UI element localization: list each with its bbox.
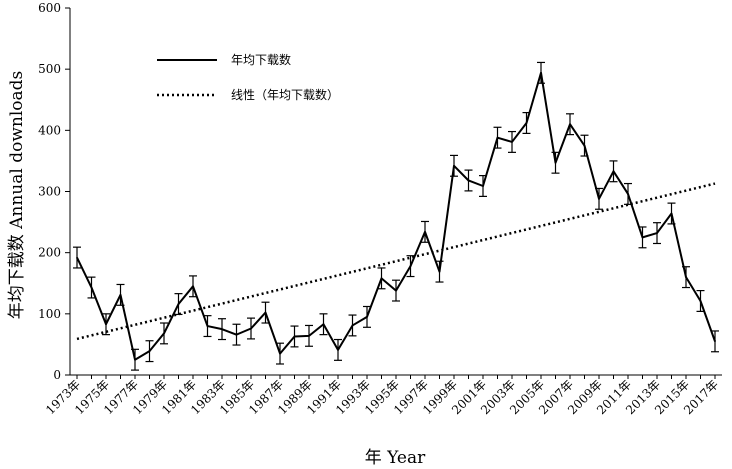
data-point	[163, 332, 165, 335]
y-tick-label: 0	[53, 368, 61, 382]
data-point	[554, 161, 557, 164]
data-point	[525, 122, 528, 124]
data-point	[119, 294, 122, 296]
data-point	[482, 185, 484, 187]
data-point	[279, 352, 281, 355]
data-point	[105, 323, 107, 326]
y-tick-label: 400	[38, 123, 61, 137]
data-point	[90, 286, 93, 289]
series-line	[76, 71, 716, 361]
legend-label-series: 年均下载数	[231, 52, 291, 67]
data-point	[308, 335, 310, 337]
data-point	[380, 277, 383, 280]
data-point	[656, 232, 658, 234]
data-point	[76, 256, 78, 259]
data-point	[670, 212, 673, 215]
legend-label-trendline: 线性（年均下载数）	[231, 87, 339, 102]
data-point	[250, 327, 252, 330]
data-point	[496, 136, 499, 139]
data-point	[583, 144, 586, 147]
data-point	[714, 340, 716, 343]
data-point	[221, 328, 223, 330]
data-point	[685, 276, 687, 278]
data-point	[641, 236, 644, 239]
data-point	[192, 285, 194, 288]
data-point	[134, 358, 136, 361]
data-point	[612, 170, 615, 173]
x-axis-title: 年 Year	[365, 448, 426, 468]
data-point	[424, 231, 426, 233]
y-axis-ticks: 0 100 200 300 400 500 600	[38, 1, 70, 382]
y-tick-label: 600	[38, 1, 61, 15]
data-point	[206, 325, 209, 327]
data-point	[453, 165, 455, 167]
data-point	[177, 303, 180, 305]
data-point	[627, 193, 629, 195]
y-tick-label: 100	[38, 307, 61, 321]
data-point	[322, 323, 325, 326]
data-point	[293, 335, 296, 338]
data-point	[467, 179, 470, 182]
data-point	[337, 349, 339, 351]
data-point	[409, 265, 412, 267]
y-tick-label: 300	[38, 185, 61, 199]
data-point	[569, 123, 571, 126]
data-point	[235, 333, 238, 336]
legend: 年均下载数 线性（年均下载数）	[157, 52, 339, 102]
data-point	[264, 311, 267, 314]
data-point	[366, 316, 368, 318]
error-bars-layer	[73, 61, 719, 371]
data-point	[395, 289, 397, 292]
data-point	[511, 141, 513, 143]
data-point	[351, 324, 354, 327]
data-line-layer	[76, 71, 716, 361]
x-axis-ticks: 1973年1975年1977年1979年1981年1983年1985年1987年…	[43, 375, 721, 417]
data-point	[438, 270, 441, 273]
data-point	[148, 350, 151, 352]
y-axis-title: 年均下载数 Annual downloads	[7, 71, 27, 320]
y-tick-label: 200	[38, 246, 61, 260]
y-tick-label: 500	[38, 62, 61, 76]
data-point	[699, 300, 702, 302]
data-point	[598, 198, 600, 200]
data-point	[540, 72, 542, 74]
plot-area: 0 100 200 300 400 500 600 1973年1975年1977年1979年…	[38, 1, 722, 417]
